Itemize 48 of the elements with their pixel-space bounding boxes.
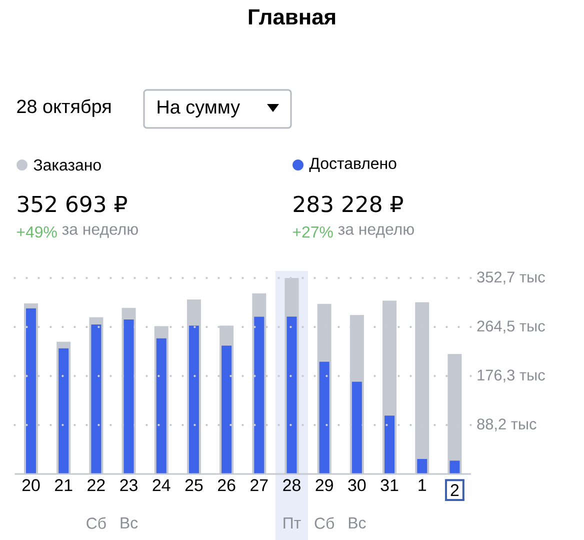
text: Пт bbox=[284, 518, 301, 528]
x-tick-label: 28 bbox=[283, 479, 300, 492]
text: за неделю bbox=[338, 226, 414, 238]
x-tick-label: 1 bbox=[418, 479, 426, 491]
chart-subtitle: 28 октября bbox=[17, 99, 111, 117]
chart-title: Главная bbox=[248, 9, 336, 25]
x-tick-label: 26 bbox=[218, 479, 236, 492]
x-tick-label: 31 bbox=[380, 479, 398, 492]
bar bbox=[384, 416, 395, 474]
bar bbox=[26, 308, 36, 474]
x-tick-label: 2 bbox=[450, 484, 459, 496]
y-tick-label: 352,7 тыс bbox=[477, 272, 545, 284]
text: 283 228 ₽ bbox=[294, 196, 403, 212]
bar bbox=[352, 382, 362, 474]
text: На сумму bbox=[158, 100, 240, 118]
x-tick-label: 25 bbox=[185, 479, 203, 492]
x-tick-label: 24 bbox=[152, 479, 170, 492]
bar bbox=[286, 316, 297, 474]
text: за неделю bbox=[62, 226, 138, 238]
bar bbox=[188, 326, 199, 474]
x-tick-label: 21 bbox=[55, 479, 72, 492]
x-tick-label: 22 bbox=[88, 479, 105, 492]
y-tick-label: 176,3 тыс bbox=[478, 370, 545, 382]
bar bbox=[254, 316, 264, 474]
bar bbox=[319, 362, 330, 474]
text: Сб bbox=[314, 517, 334, 529]
bar bbox=[156, 338, 166, 474]
text: Вс bbox=[348, 517, 366, 529]
bar bbox=[91, 324, 102, 474]
text: +49% bbox=[16, 226, 57, 238]
bar bbox=[124, 319, 134, 474]
text: 352 693 ₽ bbox=[18, 196, 127, 212]
y-tick-label: 264,5 тыс bbox=[477, 320, 545, 334]
x-tick-label: 20 bbox=[22, 479, 40, 492]
bar bbox=[222, 346, 232, 474]
y-tick-label: 88,2 тыс bbox=[477, 418, 536, 432]
legend-label: Заказано bbox=[34, 159, 101, 171]
x-tick-label: 27 bbox=[250, 479, 268, 492]
bar bbox=[417, 458, 428, 474]
text: Сб bbox=[86, 517, 106, 529]
bar bbox=[58, 348, 69, 474]
text: Вс bbox=[120, 517, 138, 529]
x-tick-label: 23 bbox=[120, 479, 138, 492]
text: +27% bbox=[292, 226, 333, 238]
x-tick-label: 29 bbox=[316, 479, 333, 492]
bar bbox=[450, 460, 460, 474]
legend-label: Доставлено bbox=[309, 158, 396, 172]
x-tick-label: 30 bbox=[348, 479, 366, 492]
